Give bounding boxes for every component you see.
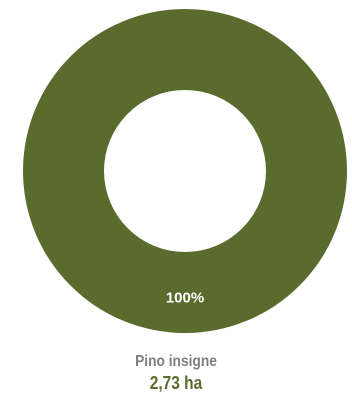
donut-slice <box>23 9 347 333</box>
donut-chart: 100% <box>23 9 347 333</box>
legend-category-name: Pino insigne <box>135 353 217 370</box>
legend-category-value: 2,73 ha <box>149 373 203 393</box>
slice-percent-label: 100% <box>166 290 204 307</box>
